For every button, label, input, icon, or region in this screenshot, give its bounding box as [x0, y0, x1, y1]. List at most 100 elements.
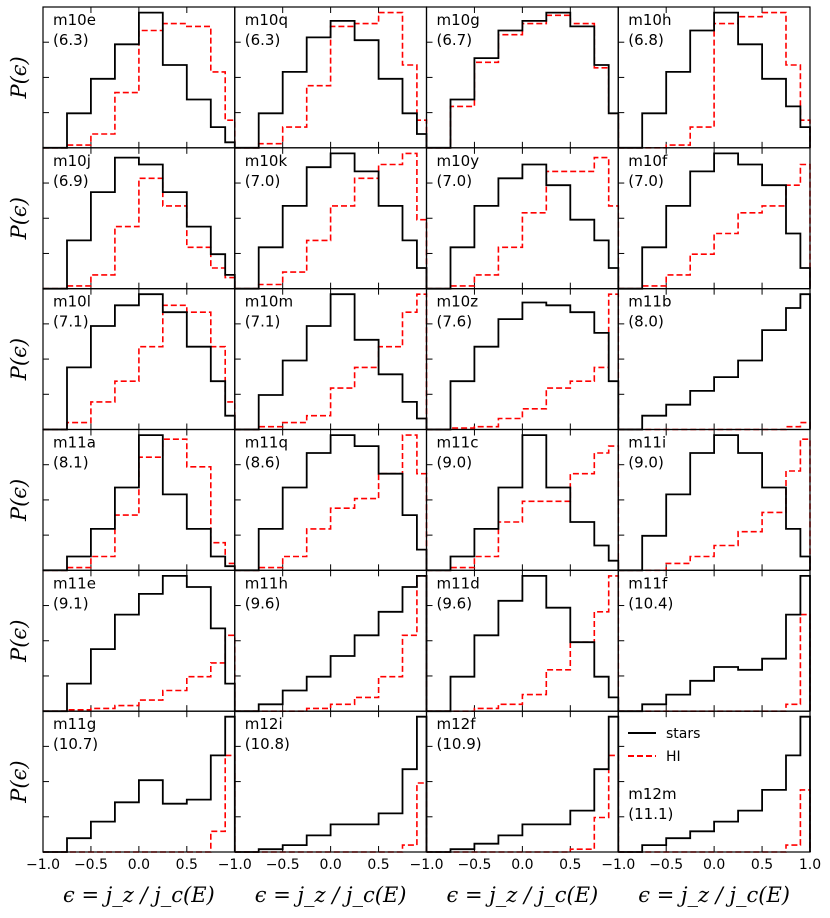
series-stars-m10q [234, 20, 428, 149]
panel-name: m10m [245, 293, 293, 311]
panel-name: m10z [437, 293, 479, 311]
x-tick-label: 0.5 [559, 857, 581, 873]
panel-mass: (10.8) [245, 735, 290, 753]
series-stars-m11g [43, 715, 236, 853]
panel-m11c: m11c (9.0) [425, 428, 620, 572]
series-stars-m11h [234, 575, 428, 713]
x-axis-label: ϵ = j_z / j_c(E) [255, 883, 407, 907]
x-tick-label: 0.5 [751, 857, 773, 873]
x-tick-label: 1.0 [799, 857, 821, 873]
series-stars-m11d [426, 575, 620, 713]
series-hi-m10g [426, 14, 620, 149]
series-hi-m11f [618, 613, 811, 712]
x-tick-label: −0.5 [74, 857, 108, 873]
panel-mass: (9.6) [245, 594, 281, 612]
panel-mass: (10.7) [53, 735, 98, 753]
panel-mass: (6.8) [628, 31, 664, 49]
panel-name: m12i [245, 715, 283, 733]
panel-name: m11f [628, 574, 668, 592]
y-axis-label: P(ϵ) [7, 479, 31, 522]
panel-name: m12m [628, 785, 676, 803]
y-axis-label: P(ϵ) [7, 197, 31, 240]
panel-mass: (6.3) [53, 31, 89, 49]
panel-name: m11a [53, 434, 96, 452]
series-stars-m10k [234, 152, 428, 290]
panel-mass: (11.1) [628, 805, 673, 823]
series-hi-m10l [43, 304, 236, 431]
panel-m10e: m10e (6.3) [42, 6, 236, 149]
series-stars-m11f [618, 575, 811, 713]
x-tick-label: 0.0 [703, 857, 725, 873]
panel-m10m: m10m (7.1) [234, 288, 428, 431]
series-stars-m10m [234, 293, 428, 431]
series-stars-m11a [43, 434, 236, 572]
series-stars-m11c [426, 434, 620, 572]
series-hi-m11a [43, 438, 236, 572]
panel-name: m11h [245, 574, 288, 592]
panel-m10k: m10k (7.0) [234, 147, 428, 290]
panel-m10f: m10f (7.0) [617, 147, 811, 290]
x-tick-label: 0.5 [176, 857, 198, 873]
panel-m10z: m10z (7.6) [425, 288, 620, 431]
panel-frame [617, 710, 811, 853]
panel-m12i: m12i (10.8) [234, 710, 428, 853]
y-axis-label: P(ϵ) [7, 56, 31, 99]
series-stars-m11e [43, 575, 236, 713]
panel-mass: (7.0) [628, 172, 664, 190]
series-stars-m11b [618, 293, 811, 431]
panel-mass: (10.9) [437, 735, 482, 753]
panel-m11f: m11f (10.4) [617, 569, 811, 713]
panel-m10h: m10h (6.8) [617, 6, 811, 149]
panel-m12m: m12m (11.1) [617, 710, 811, 853]
x-tick-label: 0.5 [367, 857, 389, 873]
panel-m11g: m11g (10.7) [42, 710, 236, 853]
panel-name: m11q [245, 434, 288, 452]
x-axis-labels: −1.0 −0.5 0.0 0.5ϵ = j_z / j_c(E)−1.0 −0.5 0.… [26, 857, 821, 907]
series-hi-m12f [426, 754, 620, 853]
x-tick-label: −1.0 [410, 857, 444, 873]
panel-mass: (8.0) [628, 313, 664, 331]
panel-mass: (7.1) [53, 313, 89, 331]
panel-mass: (6.9) [53, 172, 89, 190]
panel-m11q: m11q (8.6) [234, 428, 428, 572]
panel-name: m10h [628, 11, 671, 29]
series-hi-m11c [426, 445, 620, 572]
series-stars-m10e [43, 11, 236, 149]
series-hi-m10y [426, 156, 620, 290]
panel-name: m12f [437, 715, 477, 733]
panel-mass: (6.7) [437, 31, 473, 49]
y-axis-label: P(ϵ) [7, 338, 31, 381]
y-axis-labels: P(ϵ) P(ϵ) P(ϵ) P(ϵ) P(ϵ) P(ϵ) [7, 56, 31, 803]
panel-name: m10e [53, 11, 96, 29]
panel-grid: m10e (6.3) m10q (6.3) m10g (6.7) m10h (6.8) m10j… [42, 6, 811, 853]
panel-m10g: m10g (6.7) [425, 6, 620, 149]
x-tick-label: 0.0 [128, 857, 150, 873]
panel-name: m10g [437, 11, 480, 29]
panel-name: m10q [245, 11, 288, 29]
x-axis-label: ϵ = j_z / j_c(E) [638, 883, 790, 907]
panel-mass: (9.1) [53, 594, 89, 612]
panel-m10j: m10j (6.9) [42, 147, 236, 290]
x-tick-label: 0.0 [511, 857, 533, 873]
panel-mass: (9.0) [628, 454, 664, 472]
panel-m11e: m11e (9.1) [42, 569, 236, 713]
x-tick-label: 0.0 [319, 857, 341, 873]
legend-stars-label: stars [666, 726, 700, 742]
panel-m11b: m11b (8.0) [617, 288, 811, 431]
x-tick-label: −1.0 [601, 857, 635, 873]
x-axis-label: ϵ = j_z / j_c(E) [447, 883, 599, 907]
series-hi-m11e [43, 634, 236, 712]
panel-name: m10f [628, 152, 668, 170]
series-hi-m10k [234, 152, 428, 290]
panel-m11a: m11a (8.1) [42, 428, 236, 572]
panel-m10q: m10q (6.3) [234, 6, 428, 149]
series-hi-m10f [618, 163, 811, 290]
y-axis-label: P(ϵ) [7, 620, 31, 663]
panel-name: m10y [437, 152, 480, 170]
panel-mass: (8.1) [53, 454, 89, 472]
panel-m10y: m10y (7.0) [425, 147, 620, 290]
panel-name: m11b [628, 293, 671, 311]
x-tick-label: −0.5 [266, 857, 300, 873]
series-stars-m10f [618, 152, 811, 290]
x-axis-label: ϵ = j_z / j_c(E) [63, 883, 215, 907]
